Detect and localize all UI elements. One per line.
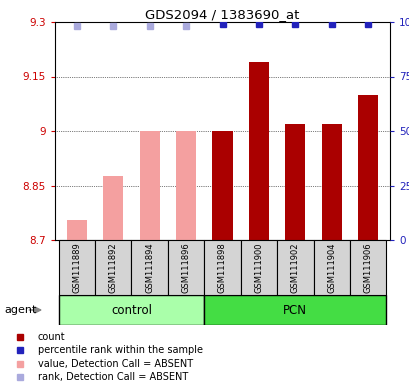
Bar xyxy=(58,240,95,295)
Bar xyxy=(58,295,204,325)
Bar xyxy=(212,131,232,240)
Text: control: control xyxy=(111,303,152,316)
Text: agent: agent xyxy=(4,305,36,315)
Bar xyxy=(204,295,385,325)
Bar xyxy=(276,240,313,295)
Text: GSM111894: GSM111894 xyxy=(145,242,154,293)
Bar xyxy=(285,124,305,240)
Bar xyxy=(313,240,349,295)
Bar xyxy=(95,240,131,295)
Bar xyxy=(67,220,87,240)
Bar xyxy=(321,124,341,240)
Bar xyxy=(131,240,167,295)
Text: GSM111906: GSM111906 xyxy=(363,242,372,293)
Bar xyxy=(139,131,159,240)
Bar xyxy=(357,95,377,240)
Bar xyxy=(103,176,123,240)
Bar xyxy=(175,131,196,240)
Text: value, Detection Call = ABSENT: value, Detection Call = ABSENT xyxy=(38,359,192,369)
Title: GDS2094 / 1383690_at: GDS2094 / 1383690_at xyxy=(145,8,299,21)
Text: GSM111892: GSM111892 xyxy=(108,242,117,293)
Text: GSM111904: GSM111904 xyxy=(326,242,335,293)
Text: GSM111896: GSM111896 xyxy=(181,242,190,293)
Text: count: count xyxy=(38,332,65,342)
Text: percentile rank within the sample: percentile rank within the sample xyxy=(38,345,202,355)
Bar xyxy=(248,62,268,240)
Bar xyxy=(240,240,276,295)
Text: GSM111889: GSM111889 xyxy=(72,242,81,293)
Bar xyxy=(167,240,204,295)
Text: GSM111898: GSM111898 xyxy=(218,242,227,293)
Bar xyxy=(349,240,385,295)
Text: GSM111902: GSM111902 xyxy=(290,242,299,293)
Text: PCN: PCN xyxy=(283,303,307,316)
Bar xyxy=(204,240,240,295)
Text: GSM111900: GSM111900 xyxy=(254,242,263,293)
Text: rank, Detection Call = ABSENT: rank, Detection Call = ABSENT xyxy=(38,372,187,382)
